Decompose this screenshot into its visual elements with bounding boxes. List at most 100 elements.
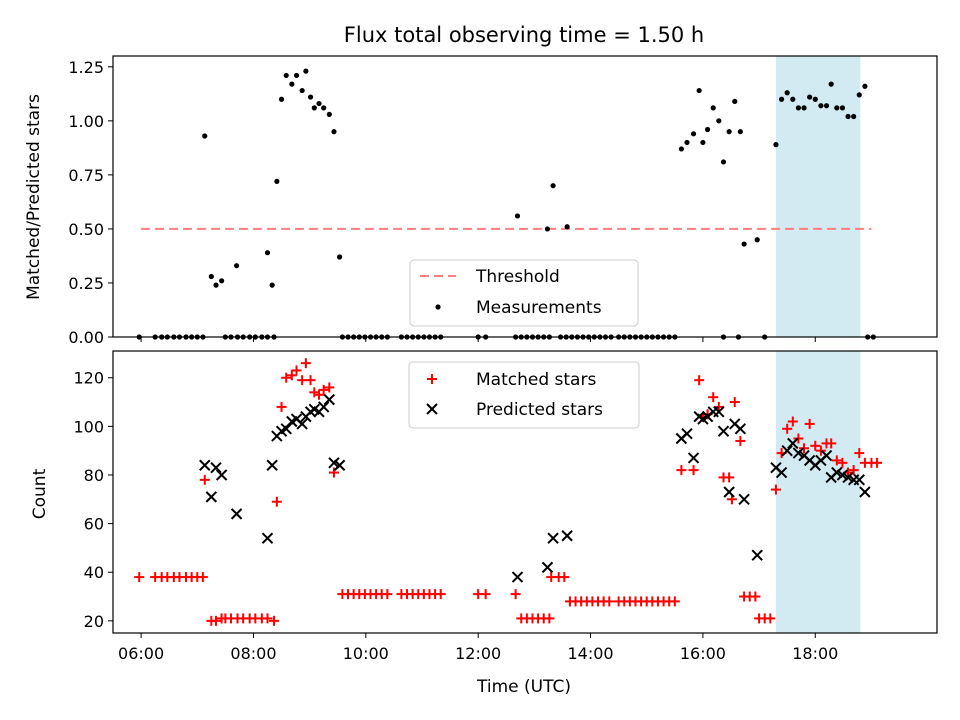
predicted-point bbox=[280, 423, 292, 435]
measurement-point bbox=[514, 213, 521, 219]
predicted-point bbox=[723, 486, 735, 498]
measurement-point bbox=[550, 183, 556, 189]
matched-point bbox=[793, 433, 804, 444]
matched-point bbox=[197, 572, 208, 583]
matched-point bbox=[211, 615, 221, 626]
measurement-point bbox=[307, 94, 314, 100]
count-panel: 20 40 60 80 100 120 06:00 08:00 10:00 12:00 14:00 1… bbox=[73, 350, 938, 663]
matched-point bbox=[382, 589, 393, 600]
measurement-point bbox=[544, 226, 551, 232]
measurement-point bbox=[678, 146, 684, 152]
predicted-point bbox=[205, 491, 218, 503]
measurement-point bbox=[337, 254, 343, 260]
matched-point bbox=[276, 401, 287, 412]
measurement-point bbox=[700, 139, 706, 146]
measurement-point bbox=[834, 105, 840, 111]
measurement-point bbox=[326, 111, 332, 117]
measurement-point bbox=[773, 142, 779, 148]
y-tick-label: 80 bbox=[84, 466, 104, 485]
measurement-point bbox=[289, 81, 295, 87]
matched-point bbox=[810, 440, 821, 451]
measurement-point bbox=[784, 90, 790, 96]
matched-point bbox=[782, 423, 793, 434]
measurement-point bbox=[690, 131, 697, 137]
measurement-point bbox=[208, 273, 214, 280]
measurement-point bbox=[716, 118, 722, 124]
matched-point bbox=[544, 613, 555, 624]
predicted-point bbox=[317, 401, 330, 413]
x-tick-label: 08:00 bbox=[230, 644, 276, 663]
predicted-point bbox=[323, 393, 336, 406]
measurement-point bbox=[741, 241, 747, 247]
matched-point bbox=[724, 472, 735, 483]
predicted-point bbox=[215, 469, 228, 481]
measurement-point bbox=[331, 129, 337, 135]
measurement-point bbox=[564, 224, 570, 230]
predicted-point bbox=[230, 508, 243, 520]
measurement-point bbox=[278, 96, 285, 102]
highlight-span bbox=[775, 56, 861, 337]
y-tick-label: 0.25 bbox=[68, 274, 104, 293]
predicted-point bbox=[713, 406, 725, 418]
predicted-point bbox=[199, 459, 211, 471]
predicted-point bbox=[751, 549, 763, 561]
matched-point bbox=[831, 455, 842, 466]
measurement-point bbox=[213, 282, 219, 288]
matched-point bbox=[281, 372, 292, 383]
matched-point bbox=[787, 416, 798, 427]
matched-point bbox=[708, 392, 719, 403]
y-tick-label: 60 bbox=[84, 515, 104, 534]
legend-predicted-label: Predicted stars bbox=[476, 400, 603, 420]
matched-point bbox=[604, 596, 615, 607]
y-tick-label: 20 bbox=[84, 612, 104, 631]
matched-point bbox=[314, 389, 324, 400]
chart-title: Flux total observing time = 1.50 h bbox=[344, 23, 704, 47]
legend-matched-swatch bbox=[427, 374, 437, 384]
predicted-point bbox=[210, 461, 222, 474]
matched-point bbox=[669, 596, 680, 607]
matched-point bbox=[688, 465, 699, 476]
bottom-y-axis-label: Count bbox=[30, 468, 50, 519]
x-tick-label: 14:00 bbox=[567, 644, 613, 663]
legend-measurements-label: Measurements bbox=[476, 298, 602, 318]
predicted-point bbox=[738, 493, 750, 506]
predicted-point bbox=[261, 532, 274, 544]
matched-point bbox=[837, 457, 848, 468]
measurement-point bbox=[807, 94, 813, 100]
measurement-point bbox=[795, 105, 802, 111]
measurement-point bbox=[704, 126, 711, 133]
matched-point bbox=[269, 615, 280, 626]
legend-bottom: Matched stars Predicted stars bbox=[408, 361, 640, 429]
x-tick-label: 16:00 bbox=[680, 644, 726, 663]
measurement-point bbox=[839, 105, 846, 111]
measurement-point bbox=[234, 263, 240, 269]
y-tick-label: 0.75 bbox=[68, 166, 104, 185]
y-tick-label: 100 bbox=[73, 417, 104, 436]
measurement-point bbox=[862, 83, 868, 89]
highlight-span bbox=[775, 351, 861, 633]
matched-point bbox=[804, 418, 815, 429]
y-tick-label: 40 bbox=[84, 563, 104, 582]
measurement-point bbox=[828, 81, 834, 87]
matched-point bbox=[848, 465, 859, 476]
predicted-point bbox=[859, 486, 871, 498]
measurement-point bbox=[801, 105, 807, 111]
matched-point bbox=[854, 448, 865, 459]
x-tick-label: 06:00 bbox=[118, 644, 164, 663]
measurement-point bbox=[778, 96, 785, 102]
y-tick-label: 1.25 bbox=[68, 58, 104, 77]
matched-point bbox=[262, 613, 273, 624]
matched-point bbox=[735, 435, 746, 446]
measurement-point bbox=[684, 139, 690, 146]
measurement-point bbox=[202, 133, 208, 139]
measurement-point bbox=[732, 98, 738, 104]
y-tick-label: 120 bbox=[73, 369, 104, 388]
matched-point bbox=[480, 589, 491, 600]
axes-frame bbox=[112, 55, 938, 338]
matched-point bbox=[729, 397, 740, 408]
predicted-point bbox=[717, 425, 730, 437]
measurement-point bbox=[293, 72, 300, 79]
matched-point bbox=[799, 443, 810, 454]
matched-point bbox=[713, 401, 724, 412]
